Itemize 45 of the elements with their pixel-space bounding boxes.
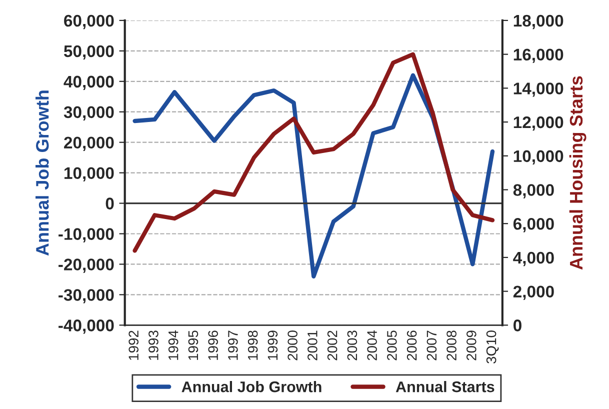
y2-axis-title: Annual Housing Starts [569,76,586,270]
x-tick-label: 1996 [208,330,218,360]
y-tick-label: 20,000 [64,136,114,151]
x-tick-label: 2002 [327,330,338,360]
x-tick-label: 2009 [466,330,476,360]
y-tick-label: 30,000 [64,106,114,120]
y-tick-label: 40,000 [64,76,114,90]
x-tick-label: 2007 [426,330,437,360]
y-tick-label: -40,000 [58,320,114,334]
y-tick-label: 50,000 [64,45,114,60]
y-tick-label: 60,000 [64,14,114,30]
x-tick-label: 2006 [406,330,417,360]
legend-label: Annual Job Growth [182,381,322,392]
x-tick-label: 3Q10 [486,330,499,364]
y2-tick-label: 0 [514,320,522,332]
x-tick-label: 1997 [228,330,238,360]
y-tick-label: 10,000 [64,167,114,182]
y2-tick-label: 12,000 [514,116,564,131]
x-tick-label: 1992 [128,330,139,360]
y-axis-title: Annual Job Growth [36,90,49,256]
x-tick-label: 1993 [148,330,158,360]
y-tick-label: -30,000 [58,289,114,304]
x-tick-label: 2000 [288,330,298,360]
line-series [132,52,495,253]
y2-tick-label: 8,000 [513,184,554,198]
x-tick-label: 1994 [168,330,178,360]
x-tick-label: 2003 [347,330,358,360]
y2-tick-label: 16,000 [514,48,564,63]
legend-label: Annual Starts [396,381,494,392]
y-tick-label: -20,000 [58,258,114,273]
x-tick-label: 2001 [308,330,318,360]
y-tick-label: 0 [106,198,114,210]
x-tick-label: 2004 [367,330,377,360]
y2-tick-label: 4,000 [513,252,554,266]
y2-tick-label: 14,000 [514,82,564,97]
x-tick-label: 2005 [387,330,397,360]
y-tick-label: -10,000 [58,228,114,242]
y2-tick-label: 18,000 [514,14,564,30]
x-tick-label: 1995 [188,330,198,360]
x-tick-label: 2008 [446,330,456,360]
x-tick-label: 1998 [248,330,258,360]
y2-tick-label: 2,000 [513,286,554,300]
y2-tick-label: 6,000 [513,218,554,232]
y2-tick-label: 10,000 [514,150,564,164]
x-tick-label: 1999 [268,330,278,360]
